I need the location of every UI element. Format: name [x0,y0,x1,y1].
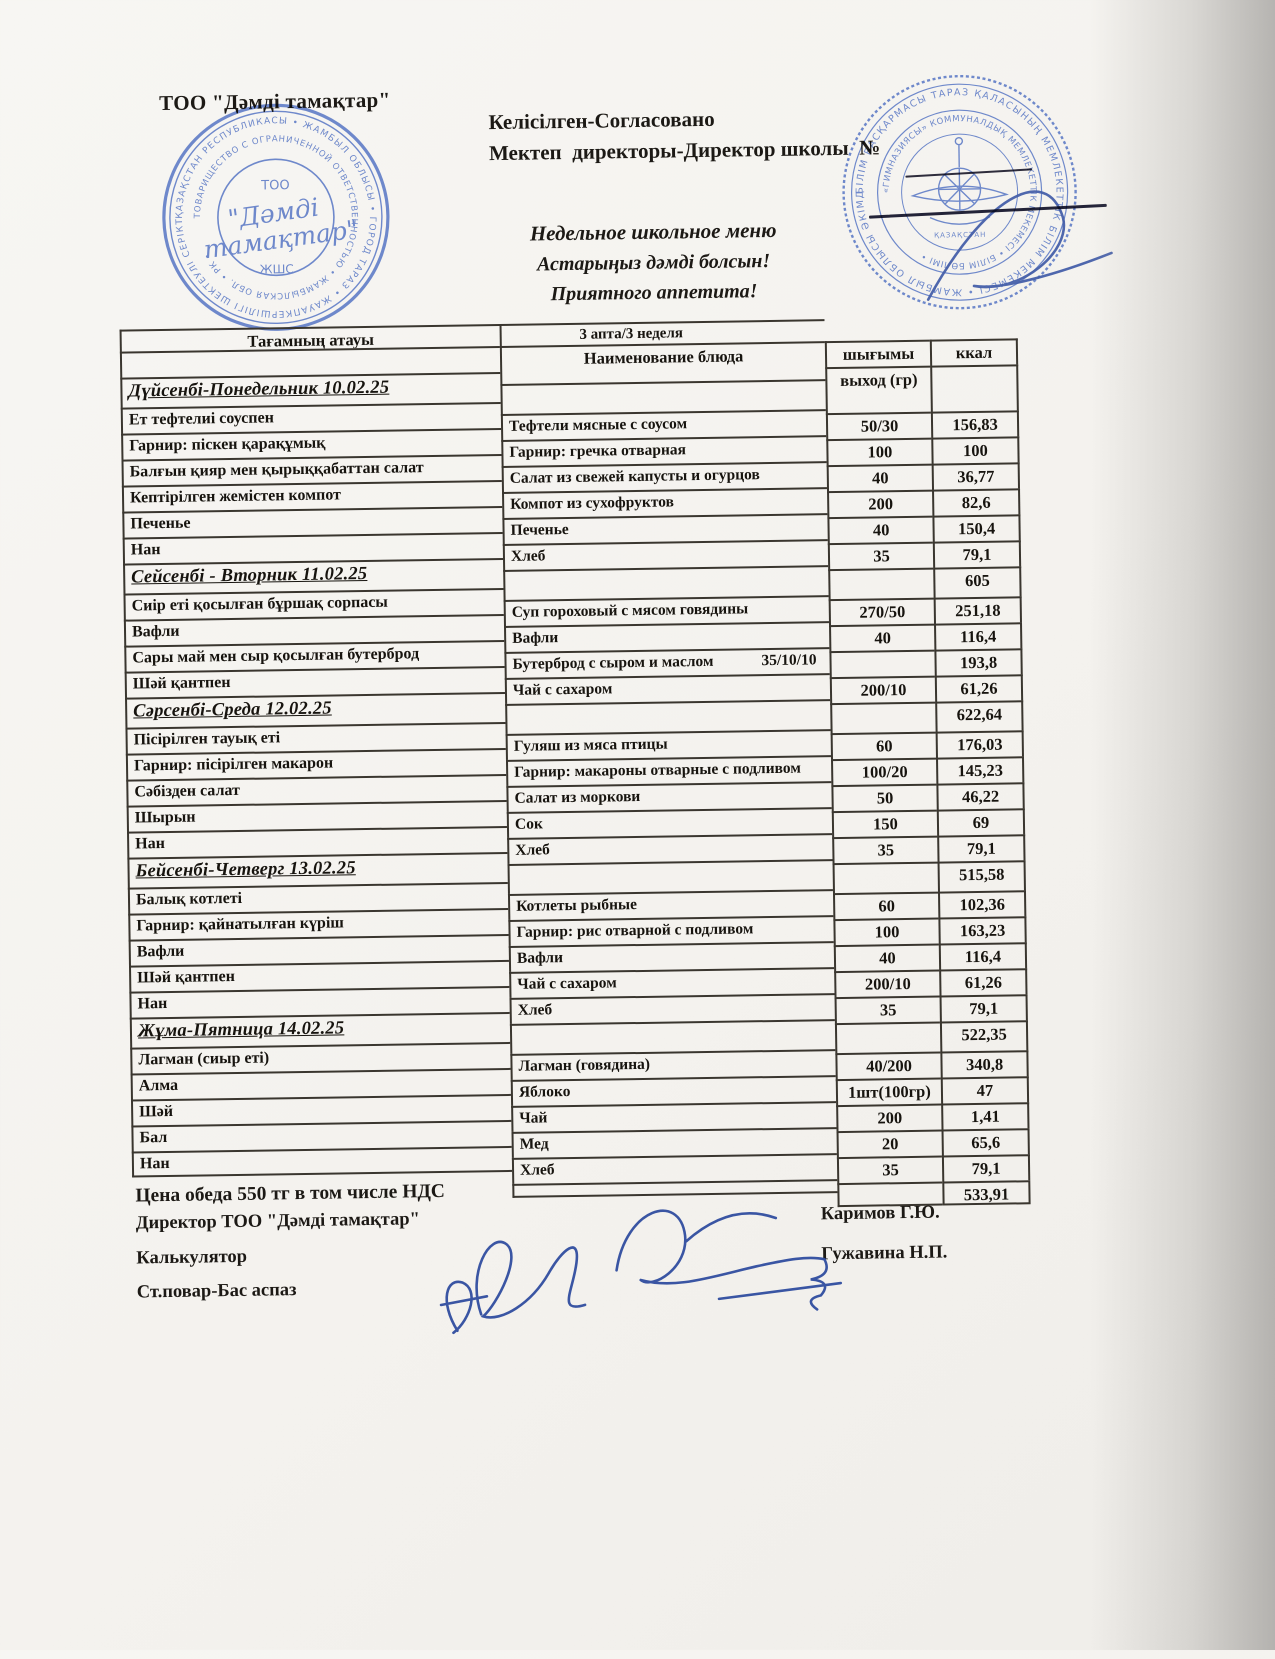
kcal-cell: 150,4 [932,514,1020,541]
kcal-cell: 145,23 [936,756,1024,783]
day-total-cell: 622,64 [935,700,1023,731]
portion-cell: 50/30 [826,412,931,440]
portion-cell: 40 [834,944,939,972]
day-spacer-cell [503,565,828,600]
kcal-cell: 163,23 [938,916,1026,943]
kcal-cell: 79,1 [942,1154,1030,1181]
final-total-cell: 533,91 [942,1180,1030,1205]
kcal-cell: 79,1 [933,540,1021,567]
signature-left-icon [476,1241,585,1318]
kcal-cell: 61,26 [935,674,1023,701]
kcal-cell: 79,1 [937,834,1025,861]
day-spacer-cell [508,859,833,894]
portion-cell: 35 [828,542,933,570]
kcal-cell: 251,18 [934,596,1022,623]
kcal-cell: 116,4 [934,622,1022,649]
role-chef-label: Ст.повар-Бас аспаз [137,1280,297,1303]
portion-cell: 40/200 [835,1052,940,1080]
menu-title: Недельное школьное меню [433,216,873,248]
portion-cell: 200 [836,1104,941,1132]
kcal-cell: 176,03 [936,730,1024,757]
handwritten-signatures-icon [387,1145,950,1353]
portion-cell: 270/50 [829,598,934,626]
kcal-cell: 36,77 [932,462,1020,489]
director-approval-line: Мектеп директоры-Директор школы № [489,135,881,166]
day-total-cell: 515,58 [938,860,1026,891]
portion-cell: 100 [833,918,938,946]
portion-cell: 40 [827,464,932,492]
role-calculator-label: Калькулятор [136,1247,247,1270]
signature-flourish-icon [441,1281,488,1333]
role-director-label: Директор ТОО "Дәмді тамақтар" [136,1209,420,1234]
emblem-banner-label: ҚАЗАҚСТАН [934,231,986,240]
portion-cell: 35 [835,996,940,1024]
kcal-cell: 69 [937,808,1025,835]
portion-inline-value: 35/10/10 [761,651,824,674]
signature-tail-icon [718,1259,841,1311]
kcal-cell: 79,1 [940,994,1028,1021]
stamp-left-zhsc-label: ЖШС [260,262,294,277]
school-round-stamp-icon: БІЛІМ БАСҚАРМАСЫ ТАРАЗ ҚАЛАСЫНЫҢ МЕМЛЕКЕ… [833,65,1087,319]
portion-cell: 60 [833,892,938,920]
kcal-cell: 46,22 [936,782,1024,809]
kcal-cell: 100 [931,436,1019,463]
day-spacer-cell [500,379,825,414]
company-round-stamp-icon: ҚАЗАҚСТАН РЕСПУБЛИКАСЫ • ЖАМБЫЛ ОБЛЫСЫ •… [154,96,398,340]
wish-russian: Приятного аппетита! [434,278,874,308]
portion-cell: 40 [829,624,934,652]
kcal-cell: 82,6 [932,488,1020,515]
portion-cell: 200/10 [830,676,935,704]
portion-spacer-cell [830,702,935,734]
col-header-out: шығымы [825,340,930,368]
portion-spacer-cell [835,1022,940,1054]
kcal-cell: 102,36 [938,890,1026,917]
kcal-cell: 47 [941,1076,1029,1103]
day-total-cell: 605 [933,566,1021,597]
portion-cell: 150 [832,810,937,838]
portion-cell: 60 [831,732,936,760]
day-total-cell: 522,35 [940,1020,1028,1051]
portion-cell: 40 [827,516,932,544]
kcal-cell: 156,83 [931,410,1019,437]
portion-spacer-cell [833,862,938,894]
day-spacer-cell [505,699,830,734]
kcal-cell: 65,6 [942,1128,1030,1155]
portion-cell: 100/20 [831,758,936,786]
wish-kazakh: Астарыңыз дәмді болсын! [433,248,873,278]
director-signature-stroke [927,191,1113,300]
kcal-header-spacer [930,364,1019,411]
dish-ru-label: Бутерброд с сыром и маслом [512,653,713,678]
portion-cell: 50 [831,784,936,812]
portion-cell: 200/10 [834,970,939,998]
signature-right-icon [616,1208,825,1284]
col-header-kcal: ккал [930,338,1018,365]
day-spacer-cell [510,1019,835,1054]
portion-spacer-cell [828,568,933,600]
portion-cell: 200 [827,490,932,518]
stamp-left-too-label: ТОО [260,178,290,193]
col-header-out-ru: выход (гр) [825,366,931,414]
portion-cell: 35 [832,836,937,864]
agreement-label: Келісілген-Согласовано [488,107,714,135]
kcal-cell: 61,26 [939,968,1027,995]
kcal-cell: 193,8 [934,648,1022,675]
kcal-cell: 340,8 [940,1050,1028,1077]
portion-cell [829,650,934,678]
kcal-cell: 116,4 [939,942,1027,969]
portion-cell: 1шт(100гр) [836,1078,941,1106]
kcal-cell: 1,41 [941,1102,1029,1129]
portion-cell: 100 [826,438,931,466]
col-header-ru: Наименование блюда [500,341,826,384]
